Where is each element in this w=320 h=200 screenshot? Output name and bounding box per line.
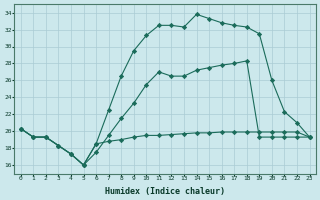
X-axis label: Humidex (Indice chaleur): Humidex (Indice chaleur) xyxy=(105,187,225,196)
